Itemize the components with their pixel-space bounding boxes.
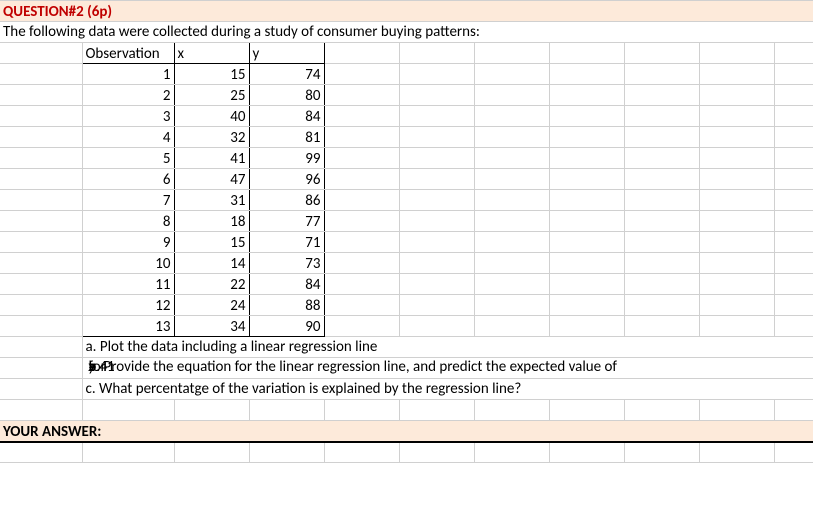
table-row: 133490: [0, 316, 813, 337]
cell-y: 74: [249, 64, 324, 85]
table-row: 43281: [0, 127, 813, 148]
cell-obs: 5: [82, 148, 174, 169]
table-row: 64796: [0, 169, 813, 190]
cell-y: 96: [249, 169, 324, 190]
table-row: 122488: [0, 295, 813, 316]
cell-obs: 6: [82, 169, 174, 190]
cell-x: 34: [174, 316, 249, 337]
cell-y: 71: [249, 232, 324, 253]
question-header-row: QUESTION#2 (6p): [0, 1, 813, 22]
cell-obs: 13: [82, 316, 174, 337]
cell-obs: 12: [82, 295, 174, 316]
table-row: 112284: [0, 274, 813, 295]
cell-x: 25: [174, 85, 249, 106]
answer-header-row: YOUR ANSWER:: [0, 421, 813, 442]
cell-obs: 4: [82, 127, 174, 148]
prompt-c-text: c. What percentatge of the variation is …: [86, 380, 522, 398]
cell-obs: 11: [82, 274, 174, 295]
blank-row: [0, 400, 813, 421]
spreadsheet: QUESTION#2 (6p) The following data were …: [0, 0, 813, 463]
intro-text: The following data were collected during…: [0, 22, 813, 43]
cell-x: 15: [174, 64, 249, 85]
cell-x: 41: [174, 148, 249, 169]
cell-x: 22: [174, 274, 249, 295]
cell-obs: 10: [82, 253, 174, 274]
cell-y: 81: [249, 127, 324, 148]
cell-x: 14: [174, 253, 249, 274]
question-label: QUESTION#2 (6p): [0, 1, 813, 22]
cell-y: 88: [249, 295, 324, 316]
answer-label: YOUR ANSWER:: [0, 421, 813, 442]
cell-obs: 7: [82, 190, 174, 211]
col-header-obs: Observation: [82, 43, 174, 64]
cell-obs: 8: [82, 211, 174, 232]
prompt-a-row: a. Plot the data including a linear regr…: [0, 337, 813, 358]
prompt-a-text: a. Plot the data including a linear regr…: [86, 338, 378, 356]
col-header-y: y: [249, 43, 324, 64]
cell-y: 80: [249, 85, 324, 106]
table-row: 81877: [0, 211, 813, 232]
cell-y: 84: [249, 106, 324, 127]
cell-obs: 2: [82, 85, 174, 106]
cell-obs: 1: [82, 64, 174, 85]
trailing-row: [0, 442, 813, 463]
cell-x: 18: [174, 211, 249, 232]
intro-row: The following data were collected during…: [0, 22, 813, 43]
prompt-b-suffix: = 41: [89, 358, 115, 376]
table-row: 11574: [0, 64, 813, 85]
cell-y: 86: [249, 190, 324, 211]
table-row: 34084: [0, 106, 813, 127]
cell-y: 99: [249, 148, 324, 169]
cell-obs: 9: [82, 232, 174, 253]
cell-y: 84: [249, 274, 324, 295]
prompt-b-row: b. Provide the equation for the linear r…: [0, 358, 813, 379]
prompt-b-prefix: b. Provide the equation for the linear r…: [89, 358, 618, 376]
cell-y: 77: [249, 211, 324, 232]
prompt-b: b. Provide the equation for the linear r…: [82, 358, 813, 379]
intro-text-span: The following data were collected during…: [3, 23, 480, 41]
table-row: 101473: [0, 253, 813, 274]
cell-x: 31: [174, 190, 249, 211]
table-header-row: Observation x y: [0, 43, 813, 64]
cell-obs: 3: [82, 106, 174, 127]
cell-x: 47: [174, 169, 249, 190]
cell-x: 40: [174, 106, 249, 127]
table-row: 54199: [0, 148, 813, 169]
table-row: 91571: [0, 232, 813, 253]
prompt-c: c. What percentatge of the variation is …: [82, 379, 813, 400]
cell-y: 90: [249, 316, 324, 337]
table-row: 22580: [0, 85, 813, 106]
cell-x: 24: [174, 295, 249, 316]
cell-y: 73: [249, 253, 324, 274]
prompt-a: a. Plot the data including a linear regr…: [82, 337, 813, 358]
cell-x: 32: [174, 127, 249, 148]
prompt-c-row: c. What percentatge of the variation is …: [0, 379, 813, 400]
table-row: 73186: [0, 190, 813, 211]
cell-x: 15: [174, 232, 249, 253]
col-header-x: x: [174, 43, 249, 64]
